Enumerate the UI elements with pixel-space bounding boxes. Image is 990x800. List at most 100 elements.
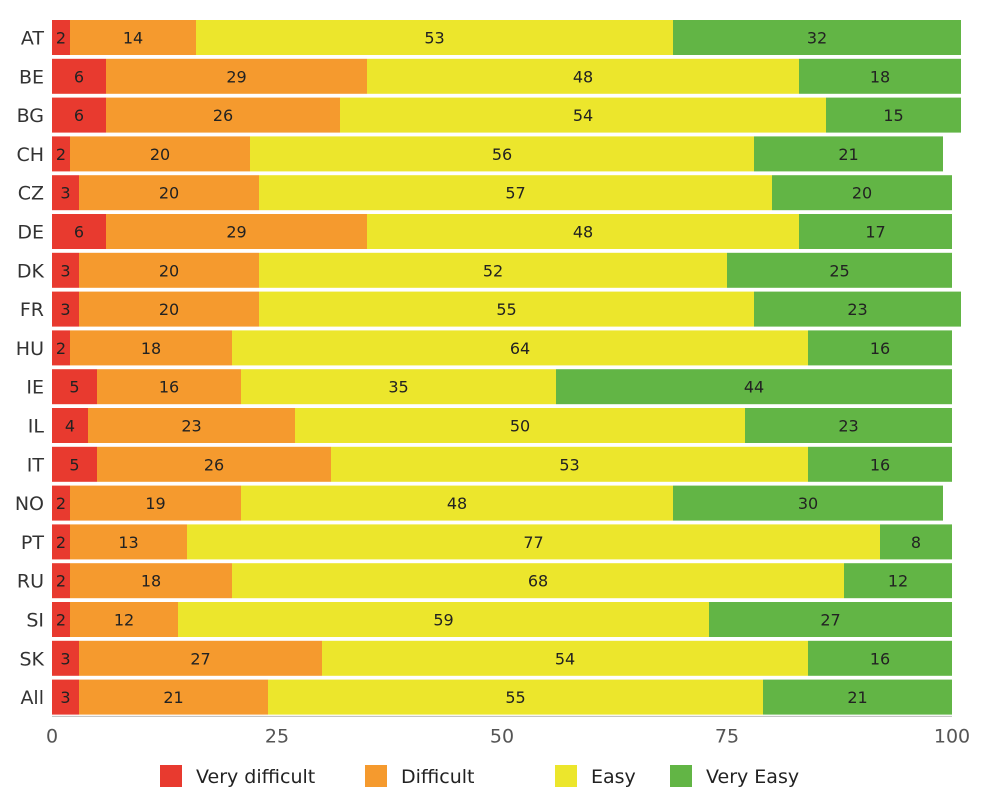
- bar-segment: [52, 408, 88, 443]
- data-label: 2: [56, 339, 66, 358]
- bar-segment: [79, 679, 268, 715]
- bar-segment: [799, 58, 961, 94]
- data-label: 16: [870, 455, 890, 474]
- data-label: 29: [226, 223, 246, 242]
- data-label: 26: [213, 106, 233, 125]
- data-label: 3: [60, 649, 70, 668]
- bar-segment: [322, 640, 808, 676]
- data-label: 16: [870, 339, 890, 358]
- bar-segment: [52, 20, 70, 55]
- x-tick-label: 50: [490, 725, 514, 747]
- bar-segment: [673, 485, 943, 521]
- bar-segment: [79, 291, 259, 327]
- category-label: BE: [19, 66, 44, 88]
- y-axis: AT BE BG CH CZ DE DK FR HU IE IL IT NO PT RU SI SK All: [15, 28, 45, 710]
- data-label: 2: [56, 533, 66, 552]
- bar-segment: [52, 446, 97, 482]
- x-axis: 0 25 50 75 100: [46, 715, 970, 747]
- data-label: 20: [159, 261, 179, 280]
- data-label: 18: [141, 572, 161, 591]
- data-label: 50: [510, 417, 530, 436]
- data-label: 12: [888, 572, 908, 591]
- data-label: 14: [123, 29, 143, 48]
- bar-segment: [754, 136, 943, 172]
- data-label: 29: [226, 67, 246, 86]
- bar-segment: [52, 252, 79, 288]
- bar-segment: [196, 20, 673, 55]
- data-label: 21: [163, 688, 183, 707]
- category-label: All: [20, 687, 44, 709]
- bar-segment: [259, 252, 727, 288]
- bar-segment: [97, 369, 241, 405]
- bar-segment: [232, 330, 808, 366]
- data-label: 8: [911, 533, 921, 552]
- data-label: 27: [820, 611, 840, 630]
- bar-segment: [709, 602, 952, 637]
- bar-segment: [826, 97, 961, 133]
- bar-segment: [52, 330, 70, 366]
- category-label: CZ: [18, 183, 44, 205]
- x-tick-label: 25: [265, 725, 289, 747]
- data-label: 5: [69, 378, 79, 397]
- bar-segment: [331, 446, 808, 482]
- data-label: 3: [60, 261, 70, 280]
- x-tick-label: 75: [715, 725, 739, 747]
- category-label: SK: [19, 648, 44, 670]
- data-label: 44: [744, 378, 764, 397]
- data-label: 48: [573, 223, 593, 242]
- bar-segment: [52, 58, 106, 94]
- legend-label: Difficult: [401, 766, 475, 788]
- data-label: 2: [56, 572, 66, 591]
- data-label: 55: [496, 300, 516, 319]
- data-label: 27: [190, 649, 210, 668]
- data-label: 53: [424, 29, 444, 48]
- bars-layer: 2 14 53 326 29 48 186 26 54 152 20 56 213 20 57 206 29 48…: [52, 20, 961, 717]
- bar-segment: [772, 175, 952, 211]
- data-label: 2: [56, 145, 66, 164]
- data-label: 64: [510, 339, 530, 358]
- bar-segment: [52, 679, 79, 715]
- category-label: CH: [16, 144, 44, 166]
- legend: Very difficult Difficult Easy Very Easy: [160, 765, 799, 788]
- category-label: PT: [21, 532, 44, 554]
- data-label: 18: [870, 67, 890, 86]
- data-label: 17: [865, 223, 885, 242]
- legend-label: Easy: [591, 766, 636, 788]
- data-label: 16: [870, 649, 890, 668]
- data-label: 18: [141, 339, 161, 358]
- category-label: SI: [26, 610, 44, 632]
- data-label: 3: [60, 184, 70, 203]
- data-label: 2: [56, 494, 66, 513]
- bar-segment: [97, 446, 331, 482]
- bar-segment: [52, 136, 70, 172]
- category-label: AT: [21, 28, 45, 50]
- bar-segment: [52, 369, 97, 405]
- data-label: 54: [573, 106, 593, 125]
- bar-segment: [88, 408, 295, 443]
- data-label: 59: [433, 611, 453, 630]
- data-label: 30: [798, 494, 818, 513]
- bar-segment: [70, 602, 178, 637]
- bar-segment: [70, 563, 232, 599]
- x-tick-label: 0: [46, 725, 58, 747]
- data-label: 48: [447, 494, 467, 513]
- bar-segment: [52, 175, 79, 211]
- bar-segment: [268, 679, 763, 715]
- bar-segment: [556, 369, 952, 405]
- legend-swatch: [160, 765, 182, 787]
- data-label: 21: [838, 145, 858, 164]
- data-label: 6: [74, 67, 84, 86]
- bar-segment: [367, 58, 799, 94]
- data-label: 3: [60, 688, 70, 707]
- category-label: IT: [27, 454, 45, 476]
- bar-segment: [295, 408, 745, 443]
- data-label: 52: [483, 261, 503, 280]
- bar-segment: [52, 563, 70, 599]
- bar-segment: [70, 20, 196, 55]
- legend-swatch: [555, 765, 577, 787]
- bar-segment: [727, 252, 952, 288]
- data-label: 2: [56, 29, 66, 48]
- bar-segment: [340, 97, 826, 133]
- data-label: 25: [829, 261, 849, 280]
